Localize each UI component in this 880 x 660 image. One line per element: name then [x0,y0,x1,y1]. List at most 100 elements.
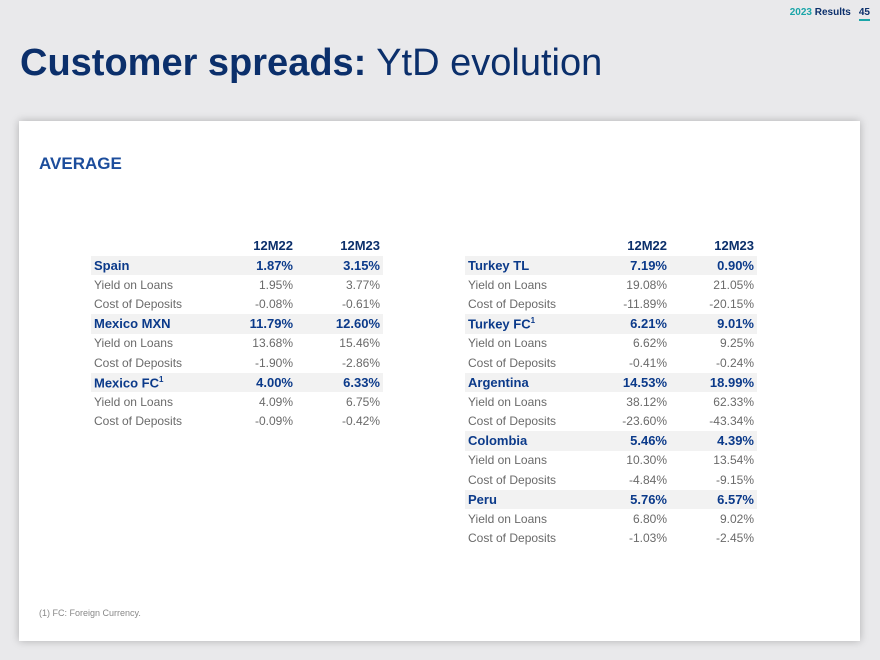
spreads-table-right: 12M22 12M23 Turkey TL 7.19% 0.90% Yield on Lo… [465,236,757,548]
spreads-table-left: 12M22 12M23 Spain 1.87% 3.15% Yield on Loans 1… [91,236,383,431]
row-value: 13.68% [252,336,293,351]
row-label: Cost of Deposits [468,355,557,370]
section-heading: AVERAGE [39,154,122,173]
country-row: Peru 5.76% 6.57% [465,489,757,509]
spread-value: 18.99% [670,372,757,392]
row-value: -0.24% [715,355,754,370]
row-value: -11.89% [623,297,667,312]
country-name: Turkey TL [465,255,583,275]
table-row: Cost of Deposits -11.89% -20.15% [465,295,757,315]
country-row: Mexico MXN 11.79% 12.60% [91,314,383,334]
row-value: -1.90% [254,355,293,370]
row-label: Cost of Deposits [94,297,183,312]
row-label: Yield on Loans [468,336,547,351]
table-row: Yield on Loans 10.30% 13.54% [465,451,757,471]
row-value: 3.77% [345,277,380,292]
row-label: Yield on Loans [468,453,547,468]
country-name: Mexico FC1 [91,372,209,392]
table-row: Yield on Loans 19.08% 21.05% [465,275,757,295]
row-value: -2.45% [715,531,754,546]
row-value: 6.80% [632,511,667,526]
row-label: Yield on Loans [94,394,173,409]
table-row: Cost of Deposits -1.90% -2.86% [91,353,383,373]
spread-value: 14.53% [583,372,670,392]
row-value: -0.42% [341,414,380,429]
table-row: Yield on Loans 6.62% 9.25% [465,334,757,354]
row-value: 9.25% [719,336,754,351]
row-label: Cost of Deposits [468,531,557,546]
spread-value: 4.39% [670,431,757,451]
header-row: 12M22 12M23 [465,236,757,256]
row-value: 6.62% [632,336,667,351]
row-value: -0.61% [341,297,380,312]
table-row: Cost of Deposits -0.41% -0.24% [465,353,757,373]
title-bold: Customer spreads: [20,42,367,84]
spread-value: 6.21% [583,314,670,334]
table-row: Yield on Loans 1.95% 3.77% [91,275,383,295]
row-value: 38.12% [626,394,667,409]
row-value: -0.09% [254,414,293,429]
country-row: Argentina 14.53% 18.99% [465,372,757,392]
row-label: Cost of Deposits [468,414,557,429]
row-value: -43.34% [709,414,754,429]
spread-value: 12.60% [296,314,383,334]
row-value: -4.84% [628,472,667,487]
spread-value: 6.57% [670,489,757,509]
row-value: 1.95% [258,277,293,292]
country-row: Spain 1.87% 3.15% [91,255,383,275]
column-header: 12M22 [627,238,667,254]
table-row: Yield on Loans 4.09% 6.75% [91,392,383,412]
row-label: Yield on Loans [94,277,173,292]
table-row: Cost of Deposits -4.84% -9.15% [465,470,757,490]
spread-value: 4.00% [209,372,296,392]
spread-value: 5.46% [583,431,670,451]
row-label: Cost of Deposits [94,355,183,370]
row-value: 4.09% [258,394,293,409]
row-value: -2.86% [341,355,380,370]
table-row: Cost of Deposits -23.60% -43.34% [465,412,757,432]
country-name: Colombia [465,431,583,451]
row-value: -0.08% [254,297,293,312]
report-year: 2023 [789,7,812,18]
content-card: AVERAGE 12M22 12M23 Spain 1.87% 3.15% Yield o… [19,121,860,641]
row-value: 13.54% [713,453,754,468]
country-row: Turkey TL 7.19% 0.90% [465,255,757,275]
footnote-ref: 1 [530,316,536,326]
table-row: Yield on Loans 38.12% 62.33% [465,392,757,412]
spread-value: 3.15% [296,255,383,275]
row-value: 10.30% [626,453,667,468]
country-name: Peru [465,489,583,509]
country-name: Mexico MXN [91,314,209,334]
country-name: Turkey FC1 [465,314,583,334]
row-value: -20.15% [709,297,754,312]
table-row: Cost of Deposits -1.03% -2.45% [465,529,757,549]
spread-value: 7.19% [583,255,670,275]
title-rest: YtD evolution [376,42,603,84]
row-value: 6.75% [345,394,380,409]
column-header: 12M23 [340,238,380,254]
report-label: Results [814,7,851,18]
spread-value: 9.01% [670,314,757,334]
spread-value: 11.79% [209,314,296,334]
table-row: Yield on Loans 13.68% 15.46% [91,334,383,354]
row-label: Yield on Loans [468,394,547,409]
row-label: Yield on Loans [94,336,173,351]
spread-value: 0.90% [670,255,757,275]
spread-value: 1.87% [209,255,296,275]
row-value: 15.46% [339,336,380,351]
row-label: Cost of Deposits [468,297,557,312]
row-value: -9.15% [715,472,754,487]
spread-value: 6.33% [296,372,383,392]
page-header: 2023 Results 45 [789,7,870,21]
country-name: Argentina [465,372,583,392]
footnote: (1) FC: Foreign Currency. [39,608,141,618]
table-row: Cost of Deposits -0.09% -0.42% [91,412,383,432]
country-row: Colombia 5.46% 4.39% [465,431,757,451]
row-label: Yield on Loans [468,511,547,526]
table-row: Yield on Loans 6.80% 9.02% [465,509,757,529]
row-value: 19.08% [626,277,667,292]
row-value: -0.41% [628,355,667,370]
row-value: -23.60% [622,414,667,429]
header-row: 12M22 12M23 [91,236,383,256]
country-row: Turkey FC1 6.21% 9.01% [465,314,757,334]
